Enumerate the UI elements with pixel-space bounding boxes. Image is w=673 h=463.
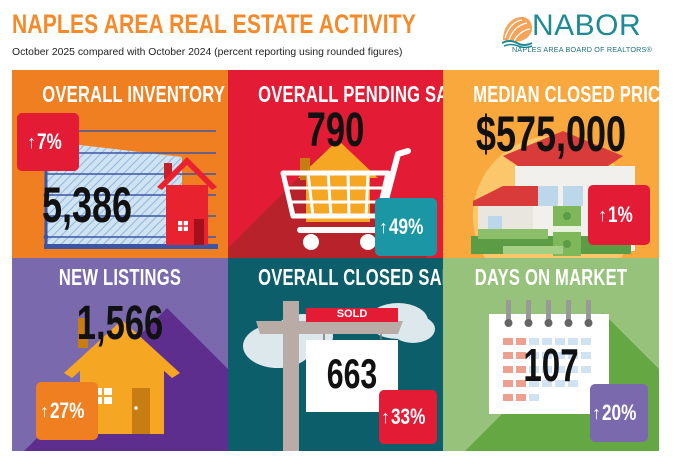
change-badge: ↑ 1% [588, 185, 650, 245]
change-percent: 20% [601, 400, 637, 425]
sold-sign-illustration [243, 301, 435, 451]
page-subtitle: October 2025 compared with October 2024 … [12, 47, 403, 58]
change-percent: 49% [388, 214, 424, 239]
change-badge: ↑ 33% [379, 390, 437, 444]
arrow-up-icon: ↑ [378, 216, 388, 237]
divider-orange [12, 70, 228, 73]
arrow-up-icon: ↑ [591, 402, 601, 423]
change-percent: 1% [608, 202, 633, 227]
panel-overall-inventory: OVERALL INVENTORY ↑ 7% 5 [12, 73, 228, 258]
metric-value: $575,000 [475, 106, 627, 162]
metric-value: 790 [306, 104, 365, 157]
metric-value: 107 [523, 339, 579, 391]
metric-value: 5,386 [41, 177, 133, 233]
divider-red [228, 70, 443, 73]
panel-median-closed-price: MEDIAN CLOSED PRICE $575,000 ↑ 1% [443, 73, 659, 258]
panel-overall-closed-sales: OVERALL CLOSED SALES SOLD 663 ↑ 33% [228, 258, 443, 451]
panel-overall-pending-sales: OVERALL PENDING SALES 790 ↑ 49% [228, 73, 443, 258]
metric-value: 663 [326, 350, 378, 397]
calendar-icon [489, 300, 609, 414]
panel-days-on-market: DAYS ON MARKET 107 ↑ [443, 258, 659, 451]
change-badge: ↑ 7% [17, 113, 79, 171]
panel-title: OVERALL INVENTORY [42, 81, 226, 107]
nabor-logo: NABOR NAPLES AREA BOARD OF REALTORS® [500, 9, 662, 56]
panel-title: NEW LISTINGS [58, 264, 182, 290]
shopping-cart-icon [280, 140, 411, 250]
metric-value: 1,566 [76, 297, 164, 350]
arrow-up-icon: ↑ [598, 204, 608, 225]
change-percent: 33% [390, 404, 426, 429]
change-badge: ↑ 20% [590, 384, 648, 442]
arrow-up-icon: ↑ [380, 406, 390, 427]
panel-title: OVERALL CLOSED SALES [258, 264, 443, 290]
house-icon [64, 318, 180, 434]
logo-tagline: NAPLES AREA BOARD OF REALTORS® [512, 45, 653, 54]
change-badge: ↑ 49% [375, 198, 437, 256]
arrow-up-icon: ↑ [39, 400, 49, 421]
change-percent: 7% [37, 129, 62, 154]
page-title: NAPLES AREA REAL ESTATE ACTIVITY [12, 9, 416, 39]
panel-title: MEDIAN CLOSED PRICE [473, 81, 659, 107]
panel-title: DAYS ON MARKET [474, 264, 628, 290]
panel-new-listings: NEW LISTINGS 1,566 ↑ 27% [12, 258, 228, 451]
arrow-up-icon: ↑ [27, 131, 37, 152]
change-percent: 27% [49, 398, 85, 423]
logo-wordmark: NABOR [532, 9, 642, 42]
divider-yellow [443, 70, 659, 73]
change-badge: ↑ 27% [36, 382, 98, 440]
sold-label: SOLD [336, 308, 368, 320]
shell-icon [501, 17, 533, 48]
panel-title: OVERALL PENDING SALES [258, 81, 443, 107]
